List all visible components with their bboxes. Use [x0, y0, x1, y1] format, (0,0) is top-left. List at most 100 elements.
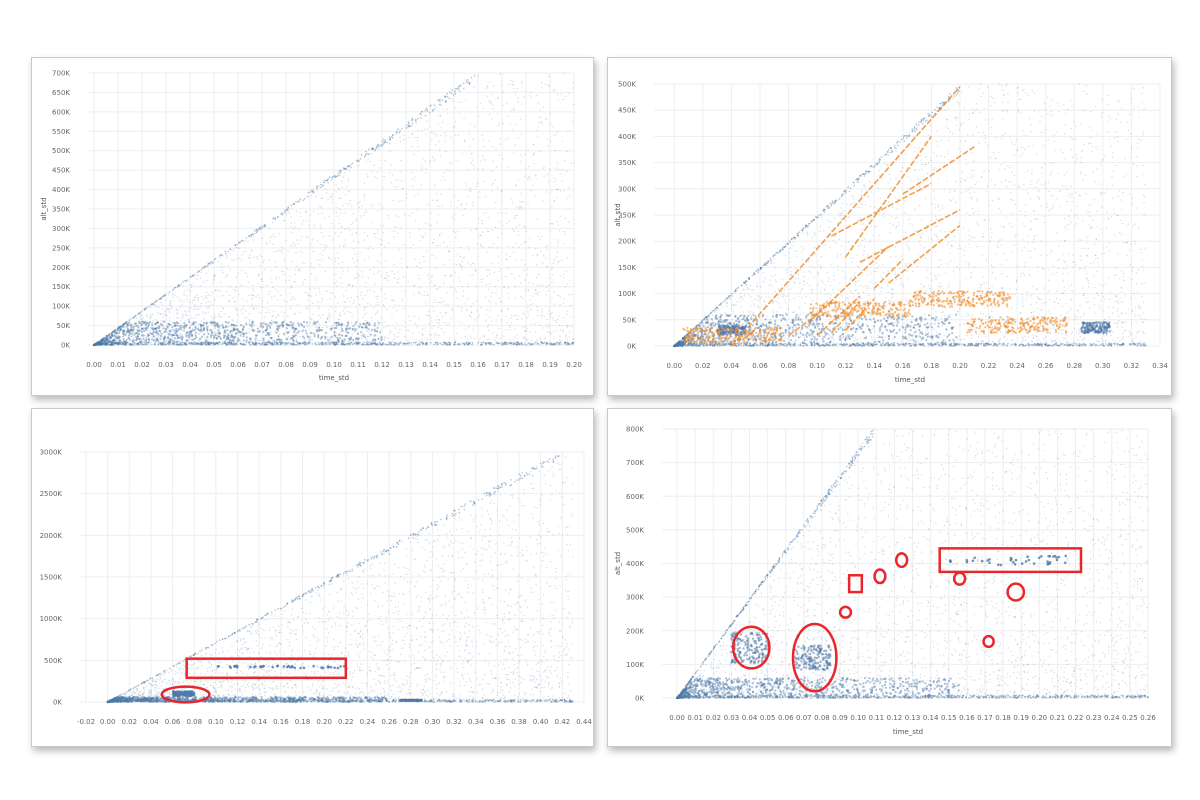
- scatter-point: [503, 341, 506, 344]
- scatter-point: [421, 328, 424, 330]
- scatter-point: [222, 271, 224, 274]
- scatter-point: [252, 235, 255, 237]
- scatter-point: [404, 342, 406, 345]
- scatter-point: [367, 336, 369, 338]
- scatter-point: [1026, 294, 1028, 296]
- scatter-point: [567, 186, 569, 189]
- scatter-point: [472, 159, 474, 161]
- scatter-point: [145, 339, 148, 341]
- scatter-point: [327, 341, 329, 344]
- scatter-point: [504, 340, 506, 343]
- scatter-point: [498, 123, 500, 125]
- scatter-point: [279, 338, 281, 340]
- scatter-point: [244, 343, 246, 346]
- scatter-point: [395, 309, 398, 312]
- scatter-point: [512, 108, 515, 110]
- scatter-point: [280, 213, 282, 215]
- scatter-point: [429, 148, 431, 151]
- scatter-point: [148, 339, 151, 342]
- scatter-point: [569, 279, 571, 281]
- scatter-point: [260, 342, 262, 345]
- scatter-point: [295, 344, 298, 346]
- scatter-point: [472, 328, 474, 331]
- y-tick-label: 650K: [52, 89, 70, 97]
- scatter-point: [468, 132, 471, 134]
- scatter-point: [442, 341, 445, 344]
- scatter-point: [299, 342, 302, 345]
- scatter-point: [228, 316, 231, 318]
- scatter-point: [373, 322, 376, 325]
- scatter-point: [516, 343, 519, 346]
- scatter-point: [147, 330, 149, 332]
- scatter-point: [103, 337, 106, 339]
- scatter-point: [191, 342, 194, 344]
- scatter-point: [152, 303, 154, 305]
- scatter-point: [249, 338, 252, 340]
- scatter-point: [264, 225, 266, 227]
- scatter-point: [159, 337, 162, 340]
- y-tick-label: 0K: [627, 343, 636, 351]
- scatter-point: [116, 337, 118, 340]
- scatter-point: [1042, 131, 1044, 134]
- x-tick-label: 0.10: [809, 362, 825, 370]
- scatter-point: [508, 342, 510, 344]
- scatter-point: [552, 342, 555, 345]
- scatter-point: [429, 111, 431, 114]
- scatter-point: [753, 339, 756, 341]
- scatter-point: [1142, 87, 1144, 89]
- scatter-point: [291, 326, 294, 329]
- scatter-point: [549, 123, 551, 126]
- scatter-point: [453, 343, 455, 346]
- scatter-point: [290, 226, 293, 228]
- scatter-point: [386, 141, 388, 144]
- scatter-point: [470, 153, 473, 155]
- scatter-point: [137, 326, 140, 329]
- scatter-point: [154, 322, 157, 325]
- scatter-point: [430, 338, 432, 341]
- scatter-point: [444, 96, 447, 98]
- scatter-point: [762, 271, 764, 274]
- scatter-point: [435, 244, 437, 247]
- scatter-point: [93, 343, 96, 347]
- scatter-point: [480, 343, 483, 346]
- scatter-point: [217, 335, 220, 338]
- scatter-point: [285, 327, 288, 330]
- scatter-point: [503, 343, 506, 345]
- scatter-point: [101, 341, 104, 343]
- scatter-point: [485, 283, 487, 286]
- scatter-point: [214, 331, 217, 334]
- scatter-point: [999, 239, 1001, 241]
- scatter-point: [335, 191, 337, 193]
- scatter-point: [221, 341, 223, 343]
- scatter-point: [308, 224, 310, 227]
- scatter-point: [1047, 269, 1049, 271]
- scatter-point: [547, 85, 549, 87]
- scatter-point: [123, 332, 125, 334]
- scatter-point: [335, 327, 338, 330]
- scatter-point: [214, 299, 216, 302]
- scatter-point: [235, 246, 238, 249]
- scatter-point: [444, 341, 447, 344]
- scatter-point: [452, 126, 455, 129]
- scatter-point: [558, 230, 561, 232]
- scatter-point: [329, 339, 331, 342]
- scatter-point: [294, 343, 296, 346]
- scatter-point: [130, 343, 133, 346]
- scatter-point: [223, 340, 225, 342]
- scatter-point: [1014, 293, 1016, 296]
- scatter-point: [713, 322, 715, 324]
- scatter-point: [796, 333, 799, 336]
- scatter-point: [330, 196, 332, 198]
- scatter-point: [449, 162, 451, 164]
- scatter-point: [280, 311, 283, 313]
- scatter-point: [440, 179, 443, 181]
- scatter-point: [223, 326, 226, 329]
- scatter-point: [132, 337, 135, 339]
- scatter-point: [386, 274, 388, 277]
- scatter-point: [138, 339, 141, 341]
- scatter-point: [310, 318, 312, 320]
- scatter-point: [1051, 195, 1054, 197]
- scatter-point: [121, 324, 124, 328]
- scatter-point: [245, 332, 248, 335]
- scatter-point: [917, 340, 919, 342]
